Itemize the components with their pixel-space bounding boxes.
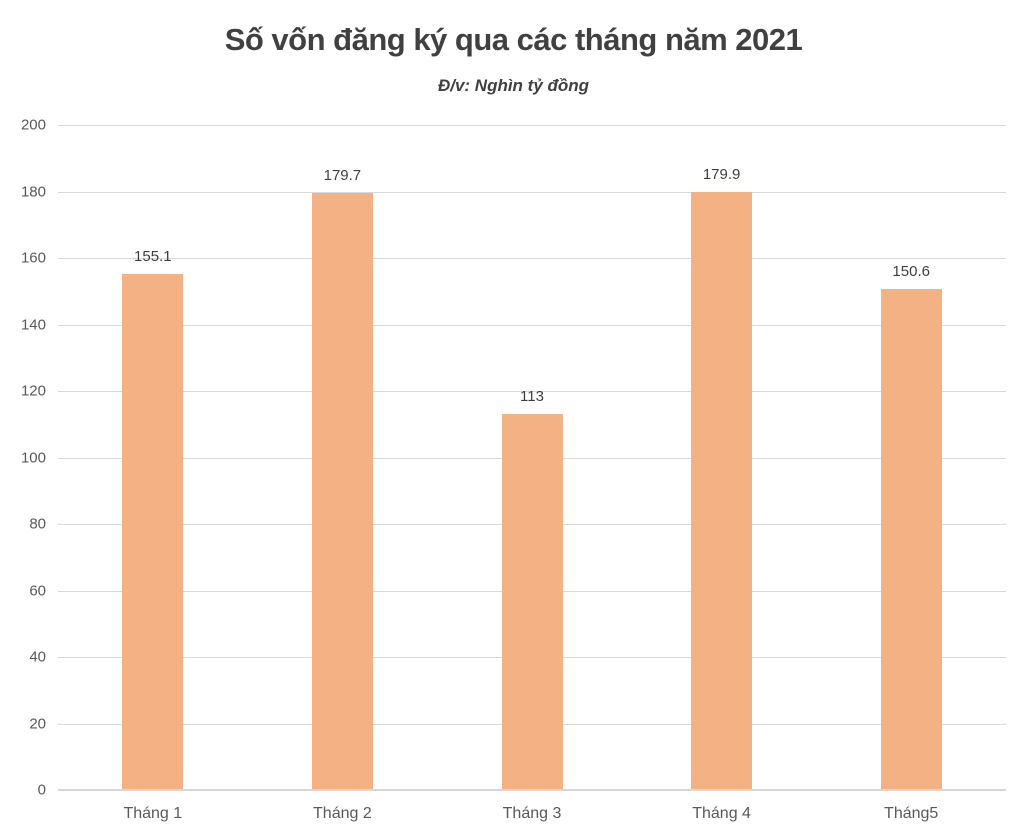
- bar: [691, 191, 753, 790]
- y-tick-label: 20: [29, 715, 46, 732]
- y-tick-label: 80: [29, 515, 46, 533]
- gridline: [58, 258, 1006, 259]
- bar-value-label: 179.7: [323, 166, 362, 184]
- bar: [501, 414, 563, 790]
- gridline: [58, 391, 1006, 392]
- chart-subtitle: Đ/v: Nghìn tỷ đồng: [437, 76, 590, 95]
- bar: [880, 289, 942, 790]
- x-category-label: Tháng 4: [692, 805, 751, 822]
- bar-value-label: 150.6: [892, 263, 930, 281]
- gridline: [58, 125, 1006, 126]
- chart-title: Số vốn đăng ký qua các tháng năm 2021: [224, 22, 803, 57]
- x-category-label: Tháng 2: [313, 805, 372, 822]
- bar: [122, 274, 184, 790]
- x-category-label: Tháng 3: [502, 805, 562, 822]
- bar-value-label: 113: [520, 388, 544, 406]
- y-tick-label: 0: [37, 781, 46, 799]
- y-tick-label: 120: [20, 382, 46, 400]
- gridline: [58, 324, 1006, 326]
- x-axis-line: [58, 789, 1006, 791]
- gridline: [58, 191, 1006, 193]
- bar-value-label: 155.1: [134, 248, 172, 266]
- y-tick-label: 160: [20, 249, 46, 267]
- y-tick-label: 100: [20, 449, 46, 466]
- y-tick-label: 180: [20, 183, 46, 200]
- y-tick-label: 60: [29, 582, 46, 599]
- y-tick-label: 140: [20, 316, 46, 333]
- y-tick-label: 200: [20, 116, 46, 134]
- x-category-label: Tháng5: [884, 805, 939, 822]
- y-tick-label: 40: [29, 648, 46, 666]
- bar: [311, 192, 373, 790]
- x-category-label: Tháng 1: [123, 805, 183, 822]
- bar-value-label: 179.9: [702, 165, 741, 183]
- plot-area: 155.1 Tháng 1 179.7 Tháng 2 113 Tháng 3 179.9 T…: [58, 125, 1006, 822]
